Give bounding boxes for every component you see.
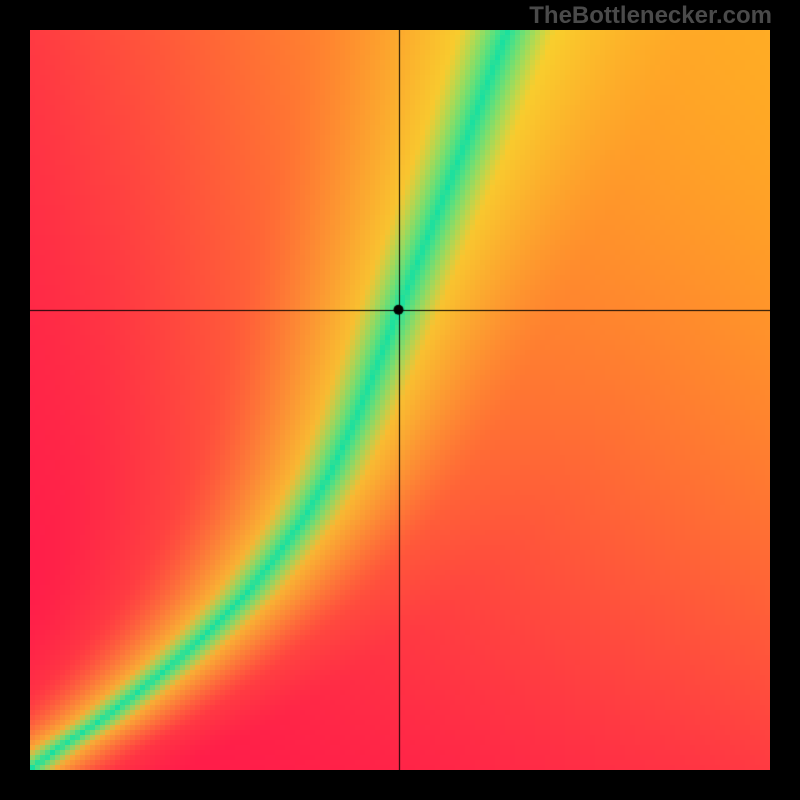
chart-container: TheBottlenecker.com <box>0 0 800 800</box>
crosshair-overlay <box>30 30 770 770</box>
watermark-text: TheBottlenecker.com <box>529 2 772 30</box>
